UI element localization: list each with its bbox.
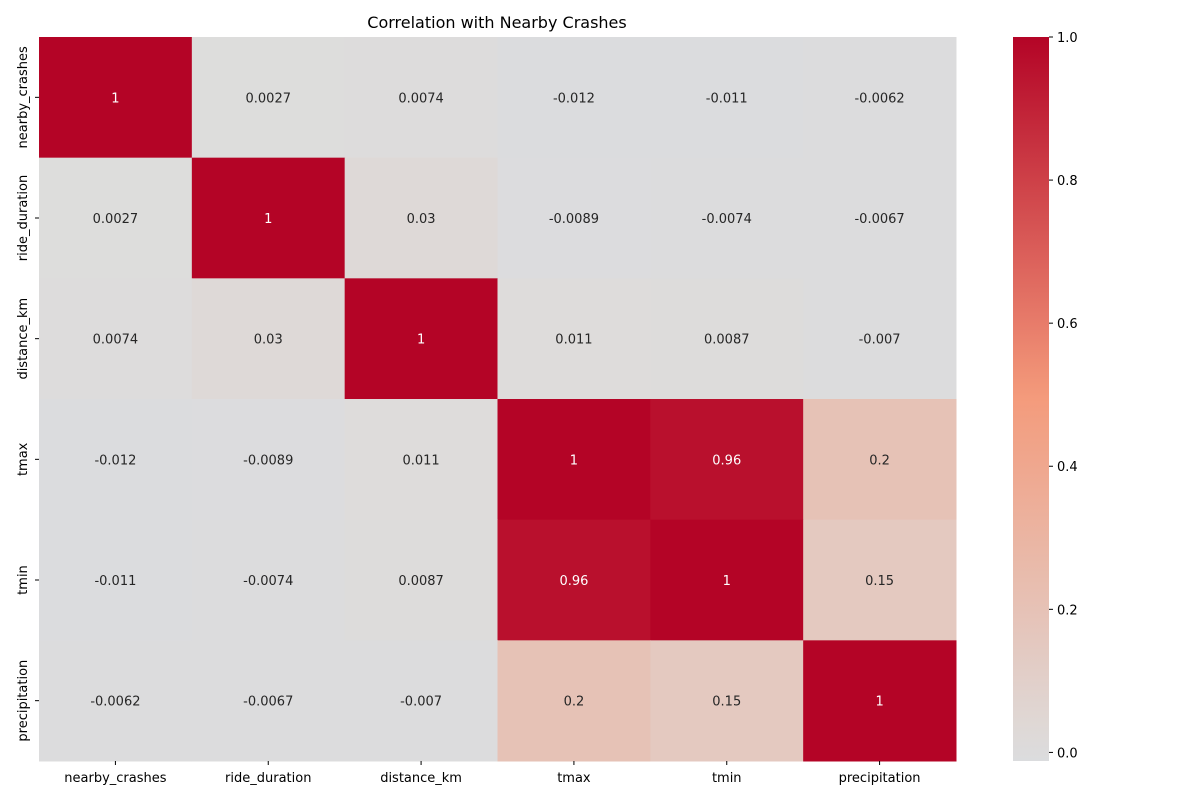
cell-value-label-ride_duration-distance_km: 0.03 bbox=[407, 212, 436, 227]
cell-value-label-distance_km-tmax: 0.011 bbox=[555, 333, 592, 348]
heatmap-cell-ride_duration-distance_km bbox=[344, 157, 498, 279]
colorbar: 0.0 0.2 0.4 0.6 0.8 1.0 bbox=[1013, 31, 1078, 761]
heatmap-cell-tmin-precipitation bbox=[803, 519, 957, 641]
cell-value-label-distance_km-precipitation: -0.007 bbox=[859, 333, 901, 348]
heatmap-cell-ride_duration-tmax bbox=[497, 157, 651, 279]
cell-value-label-nearby_crashes-tmax: -0.012 bbox=[553, 91, 595, 106]
heatmap-cell-nearby_crashes-tmax bbox=[497, 37, 651, 159]
x-axis-ticks: nearby_crashes ride_duration distance_km tm… bbox=[64, 761, 921, 786]
heatmap-cell-ride_duration-tmin bbox=[650, 157, 804, 279]
cell-value-label-precipitation-distance_km: -0.007 bbox=[400, 695, 442, 710]
heatmap-cell-ride_duration-ride_duration bbox=[191, 157, 346, 279]
y-axis-ticks: nearby_crashes ride_duration distance_kmtm… bbox=[16, 46, 39, 742]
x-tick-label-ride_duration: ride_duration bbox=[225, 771, 311, 786]
heatmap-cell-precipitation-ride_duration bbox=[191, 640, 346, 762]
heatmap-cell-precipitation-tmax bbox=[497, 640, 651, 762]
cell-value-label-nearby_crashes-nearby_crashes: 1 bbox=[111, 91, 119, 106]
cell-value-label-tmin-ride_duration: -0.0074 bbox=[243, 574, 293, 589]
y-tick-label-tmax: tmax bbox=[16, 442, 31, 476]
cell-value-label-tmin-distance_km: 0.0087 bbox=[398, 574, 444, 589]
colorbar-tick-label-0.6: 0.6 bbox=[1057, 317, 1078, 332]
cell-value-label-distance_km-nearby_crashes: 0.0074 bbox=[93, 333, 139, 348]
x-tick-label-precipitation: precipitation bbox=[839, 771, 921, 786]
cell-value-label-nearby_crashes-ride_duration: 0.0027 bbox=[246, 91, 292, 106]
cell-value-label-tmax-tmax: 1 bbox=[570, 453, 578, 468]
heatmap-cell-tmax-ride_duration bbox=[191, 399, 346, 521]
cell-value-label-ride_duration-nearby_crashes: 0.0027 bbox=[93, 212, 139, 227]
y-tick-label-nearby_crashes: nearby_crashes bbox=[16, 46, 31, 148]
cell-value-label-ride_duration-tmax: -0.0089 bbox=[549, 212, 599, 227]
heatmap-cell-distance_km-tmin bbox=[650, 278, 804, 400]
heatmap-cell-precipitation-distance_km bbox=[344, 640, 498, 762]
cell-value-label-precipitation-tmin: 0.15 bbox=[712, 695, 741, 710]
cell-value-label-tmin-nearby_crashes: -0.011 bbox=[94, 574, 136, 589]
colorbar-tick-label-0.8: 0.8 bbox=[1057, 174, 1078, 189]
heatmap-cell-tmin-tmax bbox=[497, 519, 651, 641]
colorbar-tick-label-1.0: 1.0 bbox=[1057, 31, 1078, 46]
heatmap-cell-ride_duration-nearby_crashes bbox=[39, 157, 193, 279]
cell-value-label-distance_km-distance_km: 1 bbox=[417, 333, 425, 348]
cell-value-label-precipitation-tmax: 0.2 bbox=[564, 695, 585, 710]
heatmap-cell-tmin-tmin bbox=[650, 519, 804, 641]
heatmap-cell-tmin-ride_duration bbox=[191, 519, 346, 641]
cell-value-label-nearby_crashes-distance_km: 0.0074 bbox=[398, 91, 444, 106]
heatmap-cell-ride_duration-precipitation bbox=[803, 157, 957, 279]
heatmap-cell-tmax-nearby_crashes bbox=[39, 399, 193, 521]
cell-value-label-precipitation-ride_duration: -0.0067 bbox=[243, 695, 293, 710]
cell-value-label-tmin-precipitation: 0.15 bbox=[865, 574, 894, 589]
cell-value-label-precipitation-nearby_crashes: -0.0062 bbox=[90, 695, 140, 710]
colorbar-gradient bbox=[1013, 37, 1049, 761]
heatmap-cell-nearby_crashes-ride_duration bbox=[191, 37, 346, 159]
heatmap-cell-tmax-distance_km bbox=[344, 399, 498, 521]
cell-value-label-precipitation-precipitation: 1 bbox=[875, 695, 883, 710]
x-tick-label-tmin: tmin bbox=[712, 771, 742, 786]
heatmap-cell-precipitation-tmin bbox=[650, 640, 804, 762]
heatmap-cell-nearby_crashes-precipitation bbox=[803, 37, 957, 159]
colorbar-tick-label-0.2: 0.2 bbox=[1057, 603, 1078, 618]
cell-value-label-tmax-ride_duration: -0.0089 bbox=[243, 453, 293, 468]
cell-value-label-tmin-tmax: 0.96 bbox=[559, 574, 588, 589]
heatmap-cell-tmax-tmin bbox=[650, 399, 804, 521]
y-tick-label-distance_km: distance_km bbox=[16, 298, 31, 380]
heatmap-cells: 1 0.0027 0.0074 -0.012 -0.011 -0.0062 0.0027 1 0… bbox=[39, 37, 957, 762]
cell-value-label-distance_km-ride_duration: 0.03 bbox=[254, 333, 283, 348]
cell-value-label-ride_duration-precipitation: -0.0067 bbox=[854, 212, 904, 227]
heatmap-cell-distance_km-tmax bbox=[497, 278, 651, 400]
colorbar-tick-label-0.4: 0.4 bbox=[1057, 460, 1078, 475]
heatmap-cell-tmin-distance_km bbox=[344, 519, 498, 641]
cell-value-label-ride_duration-ride_duration: 1 bbox=[264, 212, 272, 227]
heatmap-cell-distance_km-distance_km bbox=[344, 278, 498, 400]
heatmap-cell-precipitation-precipitation bbox=[803, 640, 957, 762]
heatmap-cell-tmax-precipitation bbox=[803, 399, 957, 521]
cell-value-label-tmax-tmin: 0.96 bbox=[712, 453, 741, 468]
heatmap-cell-nearby_crashes-nearby_crashes bbox=[39, 37, 193, 159]
x-tick-label-nearby_crashes: nearby_crashes bbox=[64, 771, 166, 786]
cell-value-label-nearby_crashes-precipitation: -0.0062 bbox=[854, 91, 904, 106]
x-tick-label-tmax: tmax bbox=[557, 771, 591, 786]
heatmap-cell-tmin-nearby_crashes bbox=[39, 519, 193, 641]
heatmap-cell-tmax-tmax bbox=[497, 399, 651, 521]
heatmap-cell-precipitation-nearby_crashes bbox=[39, 640, 193, 762]
y-tick-label-tmin: tmin bbox=[16, 565, 31, 595]
cell-value-label-nearby_crashes-tmin: -0.011 bbox=[706, 91, 748, 106]
cell-value-label-tmax-distance_km: 0.011 bbox=[402, 453, 439, 468]
heatmap-cell-distance_km-ride_duration bbox=[191, 278, 346, 400]
heatmap-cell-distance_km-nearby_crashes bbox=[39, 278, 193, 400]
y-tick-label-precipitation: precipitation bbox=[16, 660, 31, 742]
heatmap-cell-nearby_crashes-distance_km bbox=[344, 37, 498, 159]
cell-value-label-ride_duration-tmin: -0.0074 bbox=[702, 212, 752, 227]
cell-value-label-tmax-precipitation: 0.2 bbox=[869, 453, 890, 468]
heatmap-cell-distance_km-precipitation bbox=[803, 278, 957, 400]
x-tick-label-distance_km: distance_km bbox=[380, 771, 462, 786]
y-tick-label-ride_duration: ride_duration bbox=[16, 175, 31, 261]
colorbar-tick-label-0.0: 0.0 bbox=[1057, 746, 1078, 761]
cell-value-label-tmax-nearby_crashes: -0.012 bbox=[94, 453, 136, 468]
cell-value-label-distance_km-tmin: 0.0087 bbox=[704, 333, 750, 348]
cell-value-label-tmin-tmin: 1 bbox=[723, 574, 731, 589]
heatmap-cell-nearby_crashes-tmin bbox=[650, 37, 804, 159]
chart-title: Correlation with Nearby Crashes bbox=[367, 13, 626, 32]
